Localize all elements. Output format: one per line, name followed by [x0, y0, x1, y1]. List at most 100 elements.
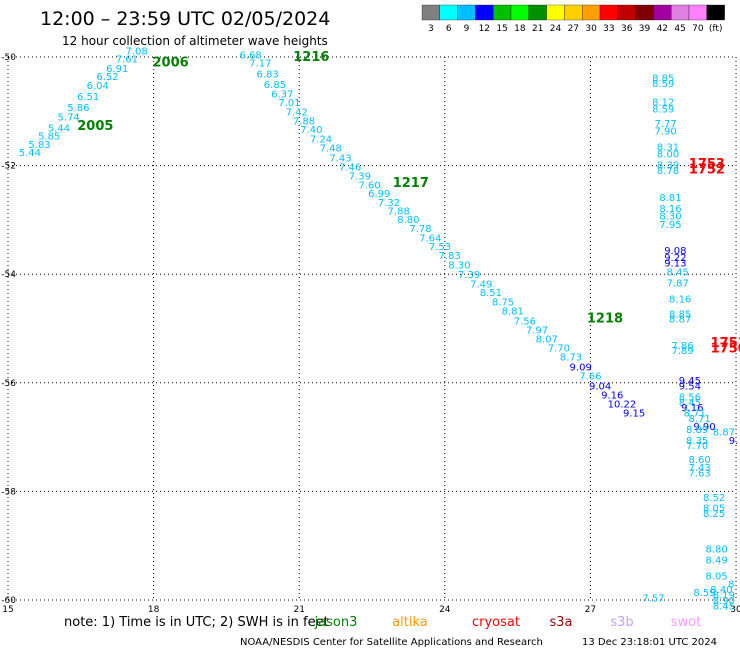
pass-number-label: 1218 [587, 312, 623, 327]
satellite-name: swot [671, 615, 701, 630]
pass-number-label: 2006 [152, 55, 188, 70]
wave-height-point: 8.05 [705, 572, 727, 583]
wave-height-point: 7.95 [659, 220, 681, 231]
wave-height-point: 6.52 [96, 72, 118, 83]
wave-height-point: 8.85 [669, 309, 691, 320]
satellite-name: s3a [549, 615, 572, 630]
satellite-name: altika [392, 615, 428, 630]
satellite-name: jason3 [314, 615, 358, 630]
wave-height-point: 7.01 [278, 98, 300, 109]
legend-label: 36 [621, 24, 633, 34]
wave-height-point: 8.90 [713, 596, 735, 607]
y-tick-label: -52 [1, 162, 16, 172]
wave-height-point: 8.12 [652, 98, 674, 109]
wave-height-point: 8.60 [688, 455, 710, 466]
wave-height-point: 7.60 [358, 181, 380, 192]
legend-swatch [599, 4, 618, 21]
wave-height-point: 8.30 [659, 212, 681, 223]
wave-height-point: 8.51 [480, 288, 502, 299]
wave-height-point: 8.30 [448, 260, 470, 271]
wave-height-point: 5.83 [28, 140, 50, 151]
legend-label: 42 [657, 24, 668, 34]
wave-height-point: 7.97 [526, 326, 548, 337]
plot-grid [7, 56, 737, 601]
timestamp-text: 13 Dec 23:18:01 UTC 2024 [582, 637, 717, 648]
legend-label: 3 [428, 24, 434, 34]
wave-height-point: 8.05 [703, 504, 725, 515]
legend-label: 45 [674, 24, 685, 34]
satellite-legend: jason3 altika cryosat s3a s3b swot [314, 615, 702, 630]
legend-label: 27 [568, 24, 579, 34]
wave-height-point: 7.43 [329, 153, 351, 164]
legend-swatch [457, 4, 476, 21]
wave-height-point: 8.87 [669, 315, 691, 326]
axis-ticks: 15 18 21 24 27 30 -50 -52 -54 -56 -58 -60 [1, 53, 740, 615]
legend-swatch [439, 4, 458, 21]
wave-height-point: 9.90 [693, 422, 715, 433]
y-tick-label: -56 [1, 379, 16, 389]
wave-height-point: 7.32 [378, 198, 400, 209]
legend-label: 9 [464, 24, 470, 34]
wave-height-point: 8.81 [659, 193, 681, 204]
wave-height-point: 5.85 [38, 132, 60, 143]
credit-text: NOAA/NESDIS Center for Satellite Applica… [240, 637, 543, 648]
wave-height-point: 7.53 [429, 242, 451, 253]
wave-height-point: 8.45 [713, 601, 735, 612]
wave-height-point: 6.91 [106, 64, 128, 75]
wave-height-point: 8.80 [397, 215, 419, 226]
wave-height-point: 9. [729, 436, 739, 447]
legend-swatch [617, 4, 636, 21]
satellite-name: cryosat [472, 615, 520, 630]
wave-height-point: 8.35 [686, 436, 708, 447]
wave-height-point: 6.68 [240, 50, 262, 61]
x-tick-label: 24 [439, 605, 451, 615]
pass-number-label: 1216 [293, 50, 329, 65]
wave-height-point: 7.86 [671, 341, 693, 352]
wave-height-point: 7.77 [654, 119, 676, 130]
wave-height-point: 9.08 [664, 246, 686, 257]
pass-number-label: 1217 [393, 176, 429, 191]
legend-swatch [706, 4, 725, 21]
wave-height-point: 5.44 [48, 124, 70, 135]
legend-label: 15 [496, 24, 507, 34]
wave-height-point: 7.17 [249, 58, 271, 69]
wave-height-point: 9.45 [679, 376, 701, 387]
wave-height-point: 8.31 [657, 143, 679, 154]
wave-height-point: 7.87 [667, 278, 689, 289]
wave-height-point: 7.70 [548, 344, 570, 355]
wave-height-point: 8.59 [652, 105, 674, 116]
wave-height-point: 9.15 [623, 409, 645, 420]
wave-height-point: 8.78 [657, 166, 679, 177]
legend-swatch [421, 4, 440, 21]
legend-swatch [653, 4, 672, 21]
wave-height-point: 9.16 [681, 403, 703, 414]
legend-label: 18 [514, 24, 526, 34]
wave-height-point: 5.74 [58, 113, 80, 124]
wave-height-point: 8.45 [679, 398, 701, 409]
legend-label: 33 [603, 24, 614, 34]
wave-height-point: 8.75 [492, 297, 514, 308]
legend-swatch [688, 4, 707, 21]
wave-height-point: 7.39 [349, 171, 371, 182]
x-tick-label: 21 [293, 605, 304, 615]
legend-label: 24 [550, 24, 562, 34]
wave-height-point: 6.37 [271, 89, 293, 100]
wave-height-point: 8.80 [705, 544, 727, 555]
wave-height-point: 7.08 [125, 46, 147, 57]
chart-subtitle: 12 hour collection of altimeter wave hei… [62, 34, 328, 48]
wave-height-point: 8.59 [652, 79, 674, 90]
wave-height-point: 8.49 [705, 555, 727, 566]
wave-height-point: 7.48 [320, 144, 342, 155]
legend-swatch [671, 4, 690, 21]
wave-height-point: 7.83 [439, 251, 461, 262]
wave-height-point: 9.09 [570, 363, 592, 374]
wave-height-point: 8.16 [659, 204, 681, 215]
legend-label: 70 [692, 24, 704, 34]
wave-height-point: 7.57 [642, 593, 664, 604]
wave-height-point: 7.49 [470, 279, 492, 290]
wave-height-point: 7.88 [388, 207, 410, 218]
legend-swatch [546, 4, 565, 21]
wave-height-point: 8.52 [703, 493, 725, 504]
